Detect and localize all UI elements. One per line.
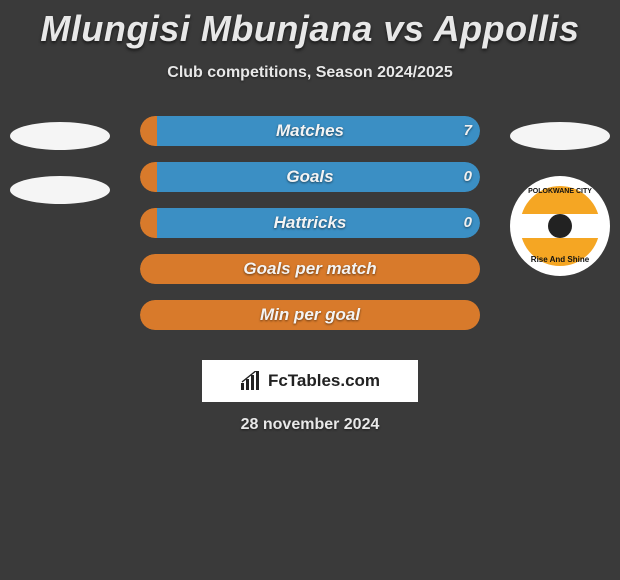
stat-row-goals-per-match: Goals per match (0, 254, 620, 300)
stat-row-matches: Matches 7 (0, 116, 620, 162)
brand-box: FcTables.com (202, 360, 418, 402)
stat-bar-left (140, 116, 157, 146)
stat-bar-right (157, 162, 480, 192)
stat-value-right: 0 (464, 208, 472, 238)
stat-bar (140, 116, 480, 146)
stat-value-right: 0 (464, 162, 472, 192)
stat-bar-left (140, 208, 157, 238)
comparison-date: 28 november 2024 (0, 416, 620, 434)
bar-chart-icon (240, 371, 262, 391)
stat-value-right: 7 (464, 116, 472, 146)
comparison-title: Mlungisi Mbunjana vs Appollis (0, 0, 620, 50)
stat-bar-left (140, 162, 157, 192)
stat-row-min-per-goal: Min per goal (0, 300, 620, 346)
stat-bar (140, 208, 480, 238)
stat-bar-right (157, 116, 480, 146)
stat-row-hattricks: Hattricks 0 (0, 208, 620, 254)
stats-area: Matches 7 Goals 0 Hattricks 0 Goals per … (0, 116, 620, 346)
stat-bar-left (140, 254, 480, 284)
stat-bar (140, 162, 480, 192)
stat-bar-right (157, 208, 480, 238)
stat-bar (140, 300, 480, 330)
brand-text: FcTables.com (268, 371, 380, 391)
comparison-subtitle: Club competitions, Season 2024/2025 (0, 64, 620, 82)
stat-row-goals: Goals 0 (0, 162, 620, 208)
stat-bar-left (140, 300, 480, 330)
stat-bar (140, 254, 480, 284)
